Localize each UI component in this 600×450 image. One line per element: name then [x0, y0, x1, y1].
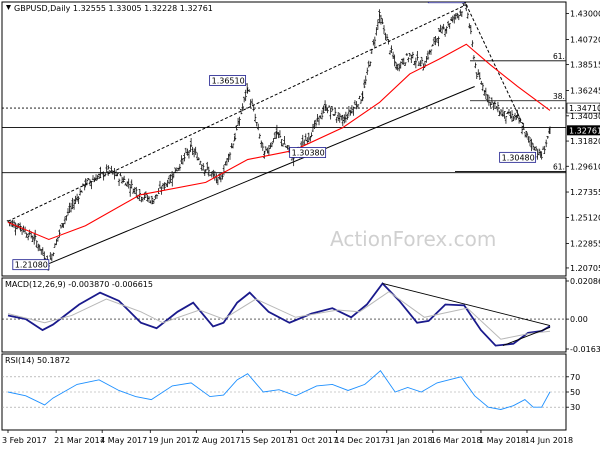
price-y-tick-label: 1.25120: [570, 214, 600, 223]
current-price-label: 1.32761: [569, 126, 600, 135]
x-tick-label: 15 Sep 2017: [240, 436, 291, 445]
watermark: ActionForex.com: [330, 227, 496, 251]
price-pane-title: GBPUSD,Daily 1.32555 1.33005 1.32228 1.3…: [14, 4, 213, 13]
macd-y-tick-label: 0.00: [570, 315, 588, 324]
macd-trend-line-0: [382, 283, 551, 326]
price-y-tick-label: 1.34030: [570, 112, 600, 121]
price-annotation-label: 1.21080: [15, 261, 48, 270]
current-price-box: [567, 125, 600, 136]
macd-y-tick-label: 0.020861: [570, 277, 600, 286]
price-annotation-box: [12, 259, 50, 271]
x-tick-label: 31 Oct 2017: [289, 436, 338, 445]
fib-label-0: 61.8: [553, 52, 570, 61]
price-y-tick-label: 1.31820: [570, 137, 600, 146]
level-price-label: 1.34710: [569, 104, 600, 113]
price-plot: ActionForex.com 61.8 38.2 61.8 1.43760 1.3651…: [2, 0, 570, 271]
price-y-tick-label: 1.22855: [570, 239, 600, 248]
rsi-line: [7, 370, 551, 410]
rsi-pane-title: RSI(14) 50.1872: [5, 356, 70, 365]
macd-y-tick-label: -0.016357: [570, 345, 600, 354]
price-y-tick-label: 1.27355: [570, 188, 600, 197]
fib-label-1: 38.2: [553, 92, 570, 101]
price-y-tick-label: 1.20705: [570, 264, 600, 273]
price-annotation-label: 1.30380: [292, 148, 325, 157]
price-y-tick-label: 1.43000: [570, 9, 600, 18]
price-y-tick-label: 1.38515: [570, 61, 600, 70]
price-annotation-box: [289, 147, 327, 158]
x-tick-label: 21 Mar 2017: [54, 436, 105, 445]
x-tick-label: 4 May 2017: [100, 436, 147, 445]
trend-line-1: [48, 86, 475, 265]
x-tick-label: 14 Dec 2017: [335, 436, 386, 445]
trend-line-0: [7, 4, 467, 222]
trend-line-2: [465, 4, 524, 125]
price-annotation-label: 1.43760: [430, 0, 463, 3]
macd-series-signal: [7, 291, 551, 340]
price-annotation-box: [209, 75, 247, 86]
x-tick-label: 1 May 2018: [479, 436, 526, 445]
x-tick-label: 16 Mar 2018: [431, 436, 482, 445]
level-price-box: [566, 102, 600, 114]
pane-frame-0: [1, 1, 567, 277]
price-y-tick-label: 1.36245: [570, 87, 600, 96]
x-tick-label: 31 Jan 2018: [385, 436, 433, 445]
x-tick-label: 19 Jun 2017: [148, 436, 196, 445]
price-annotation-box: [427, 2, 465, 4]
pane-frame-1: [1, 277, 567, 353]
rsi-y-tick-label: 50: [570, 388, 580, 397]
price-y-tick-label: 1.40720: [570, 35, 600, 44]
macd-pane-title: MACD(12,26,9) -0.003870 -0.006615: [5, 280, 153, 289]
x-tick-label: 2 Aug 2017: [194, 436, 240, 445]
x-tick-label: 3 Feb 2017: [2, 436, 47, 445]
price-annotation-box: [499, 151, 537, 163]
macd-trend-line-1: [502, 326, 551, 347]
x-tick-label: 14 Jun 2018: [525, 436, 573, 445]
price-annotation-label: 1.36510: [212, 77, 245, 86]
macd-series-macd: [7, 282, 551, 347]
rsi-y-tick-label: 30: [570, 403, 580, 412]
moving-average-line: [7, 43, 551, 241]
fib-label-2: 61.8: [553, 163, 570, 172]
rsi-y-tick-label: 70: [570, 373, 580, 382]
price-y-tick-label: 1.29610: [570, 162, 600, 171]
collapse-triangle-icon: [6, 5, 11, 10]
price-annotation-label: 1.30480: [502, 153, 535, 162]
